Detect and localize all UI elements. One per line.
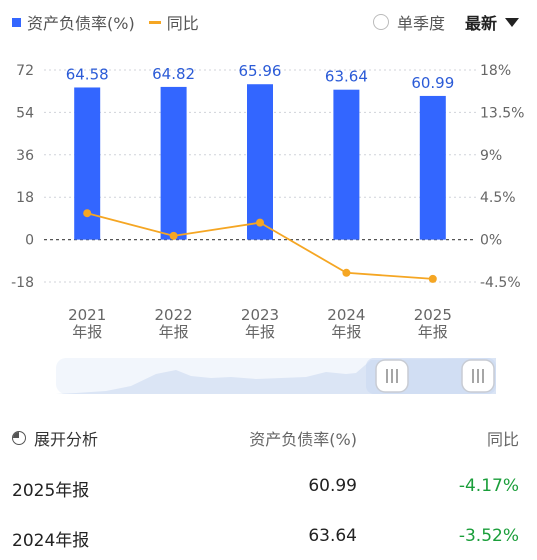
left-axis-tick-label: 18 <box>16 190 34 206</box>
right-axis-tick-label: 9% <box>480 148 502 164</box>
x-tick-label: 2022 <box>155 306 193 324</box>
bar-data-label: 64.82 <box>152 65 195 83</box>
row-change: -3.52% <box>458 526 519 546</box>
legend-series1-label: 资产负债率(%) <box>27 14 135 33</box>
row-period: 2024年报 <box>12 531 90 551</box>
bar <box>160 86 187 240</box>
bar-data-label: 60.99 <box>411 74 454 92</box>
row-period: 2025年报 <box>12 481 90 501</box>
bar-legend-swatch <box>12 17 21 27</box>
table-header: 展开分析 资产负债率(%) 同比 <box>0 424 537 454</box>
right-axis-tick-label: 13.5% <box>480 105 524 121</box>
right-axis-tick-label: 4.5% <box>480 190 516 206</box>
x-tick-label: 年报 <box>331 323 361 341</box>
range-slider[interactable] <box>56 358 496 394</box>
pie-chart-icon <box>12 431 26 445</box>
right-axis-tick-label: -4.5% <box>480 275 521 291</box>
yoy-point <box>256 218 264 227</box>
row-value: 60.99 <box>308 476 357 496</box>
bar <box>419 95 446 240</box>
expand-analysis-button[interactable]: 展开分析 <box>12 426 98 450</box>
yoy-point <box>169 231 178 240</box>
x-tick-label: 2021 <box>68 306 106 324</box>
bar-data-label: 63.64 <box>325 68 368 86</box>
x-tick-label: 2024 <box>327 306 365 324</box>
table-row: 2024年报 63.64 -3.52% <box>0 526 537 556</box>
single-quarter-radio-icon[interactable] <box>372 14 389 30</box>
left-axis-tick-label: 72 <box>16 63 34 79</box>
left-axis-tick-label: 0 <box>25 233 34 249</box>
yoy-point <box>83 209 92 218</box>
right-axis-tick-label: 0% <box>480 233 502 249</box>
x-tick-label: 年报 <box>159 323 189 341</box>
dropdown-arrow-icon[interactable] <box>505 17 519 27</box>
legend-series2-label: 同比 <box>166 14 199 33</box>
change-column-header: 同比 <box>486 430 519 449</box>
chart-controls: 单季度 最新 <box>372 10 519 34</box>
left-axis-tick-label: -18 <box>11 275 34 291</box>
single-quarter-label[interactable]: 单季度 <box>396 14 445 33</box>
line-legend-swatch <box>148 20 161 24</box>
row-change: -4.17% <box>458 476 519 496</box>
bar <box>333 89 360 240</box>
slider-handle-right[interactable] <box>461 359 495 393</box>
right-axis-tick-label: 18% <box>480 63 511 79</box>
x-tick-label: 年报 <box>72 323 102 341</box>
latest-dropdown[interactable]: 最新 <box>464 14 497 33</box>
chart-legend: 资产负债率(%) 同比 <box>12 10 199 34</box>
yoy-point <box>428 274 437 283</box>
bar-data-label: 65.96 <box>239 62 282 80</box>
row-value: 63.64 <box>308 526 357 546</box>
debt-ratio-chart: 72 18% 54 13.5% 36 9% 18 4.5% 0 0% -18 -4.5% 64.58 20… <box>11 62 524 341</box>
x-tick-label: 2023 <box>241 306 279 324</box>
left-axis-tick-label: 54 <box>16 105 34 121</box>
slider-handle-left[interactable] <box>375 359 409 393</box>
table-row: 2025年报 60.99 -4.17% <box>0 476 537 506</box>
bar <box>247 84 273 240</box>
expand-analysis-label: 展开分析 <box>34 430 99 449</box>
bar-data-label: 64.58 <box>66 65 109 83</box>
left-axis-tick-label: 36 <box>16 148 34 164</box>
value-column-header: 资产负债率(%) <box>249 430 357 449</box>
yoy-point <box>342 268 351 277</box>
x-tick-label: 年报 <box>418 323 448 341</box>
x-tick-label: 2025 <box>414 306 452 324</box>
x-tick-label: 年报 <box>245 323 275 341</box>
